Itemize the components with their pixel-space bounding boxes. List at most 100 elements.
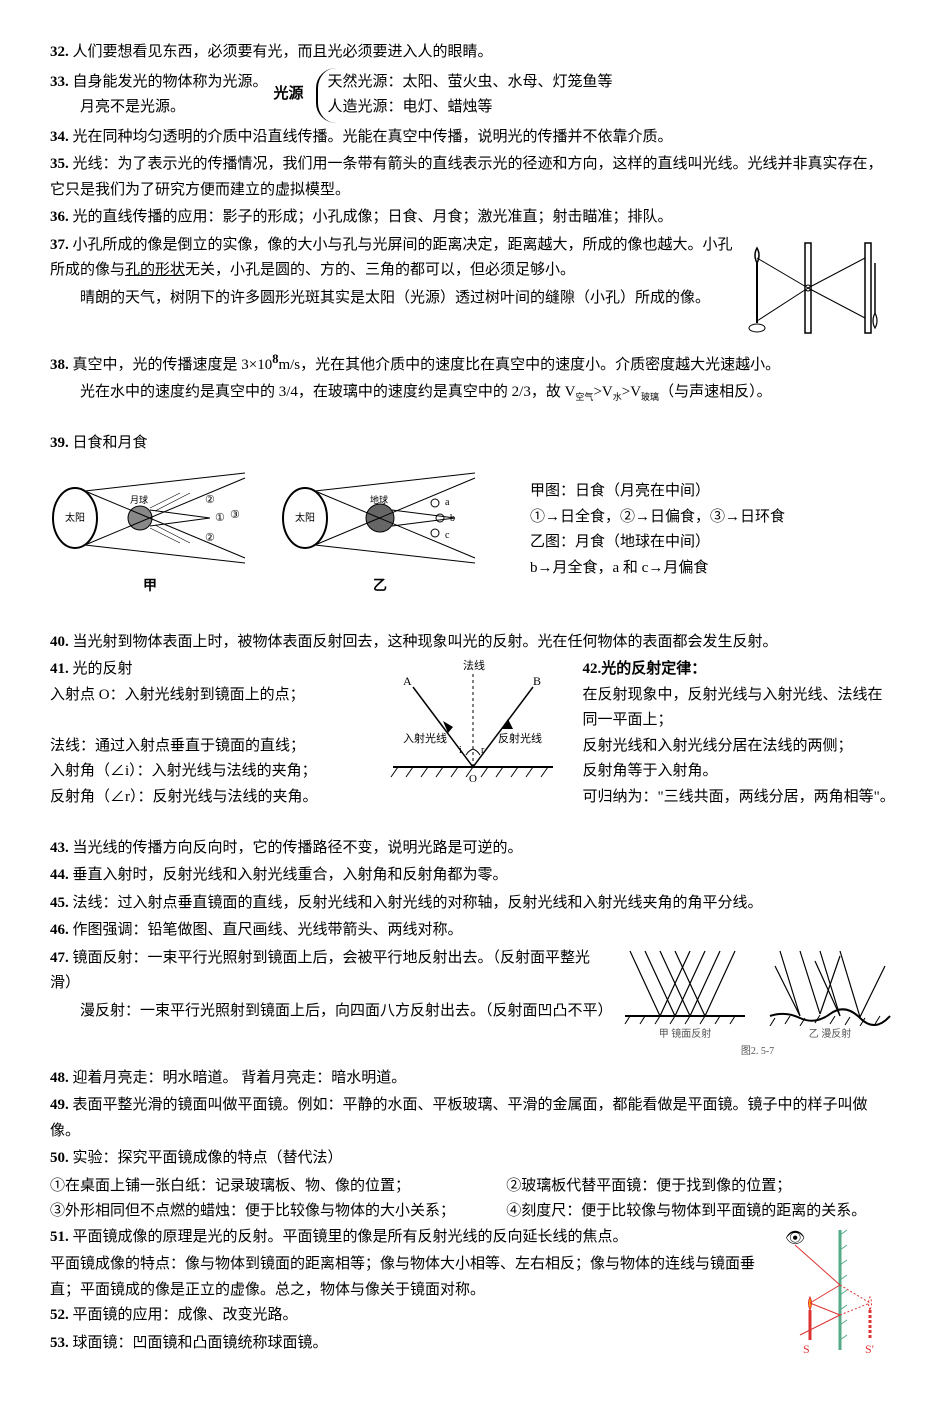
svg-text:③: ③ [230, 509, 240, 521]
text-34: 光在同种均匀透明的介质中沿直线传播。光能在真空中传播，说明光的传播并不依靠介质。 [73, 129, 673, 145]
svg-text:i: i [459, 745, 462, 756]
text-38f: （与声速相反）。 [659, 384, 772, 400]
text-38b: m/s，光在其他介质中的速度比在真空中的速度小。介质密度越大光速越小。 [278, 357, 780, 373]
fig-reflection-types: 甲 镜面反射 乙 漫反射 图2. 5-7 [620, 946, 895, 1060]
text-47b: 漫反射：一束平行光照射到镜面上后，向四面八方反射出去。（反射面凹凸不平） [80, 1003, 610, 1019]
svg-text:①: ① [215, 512, 225, 524]
item-46: 46. 作图强调：铅笔做图、直尺画线、光线带箭头、两线对称。 [50, 918, 895, 944]
text-45: 法线：过入射点垂直镜面的直线，反射光线和入射光线的对称轴，反射光线和入射光线夹角… [73, 895, 763, 911]
num-32: 32. [50, 44, 73, 60]
text-41: 光的反射 [73, 661, 133, 677]
num-34: 34. [50, 129, 73, 145]
num-42: 42.光的反射定律： [583, 661, 707, 677]
text-41-n: 法线：通过入射点垂直于镜面的直线； [50, 734, 363, 760]
item-49: 49. 表面平整光滑的镜面叫做平面镜。例如：平静的水面、平板玻璃、平滑的金属面，… [50, 1093, 895, 1144]
item-44: 44. 垂直入射时，反射光线和入射光线重合，入射角和反射角都为零。 [50, 863, 895, 889]
sub3: 玻璃 [641, 392, 659, 402]
text-47a: 镜面反射：一束平行光照射到镜面上后，会被平行地反射出去。（反射面平整光滑） [50, 950, 590, 992]
text-39: 日食和月食 [73, 435, 148, 451]
text-38c: 光在水中的速度约是真空中的 3/4，在玻璃中的速度约是真空中的 2/3，故 V [80, 384, 575, 400]
fig47-label: 图2. 5-7 [620, 1043, 895, 1060]
label-33: 光源 [274, 82, 304, 108]
text-52: 平面镜的应用：成像、改变光路。 [73, 1307, 298, 1323]
text-32: 人们要想看见东西，必须要有光，而且光必须要进入人的眼睛。 [73, 44, 493, 60]
svg-text:👁: 👁 [785, 1230, 805, 1247]
item-48: 48. 迎着月亮走：明水暗道。 背着月亮走：暗水明道。 [50, 1066, 895, 1092]
svg-text:②: ② [205, 532, 215, 544]
fig-plane-mirror: 👁 S S′ [785, 1225, 895, 1355]
num-33: 33. [50, 74, 73, 90]
fig-lunar-eclipse: 太阳 地球 a b c 乙 [280, 463, 480, 599]
text-50-3: ③外形相同但不点燃的蜡烛：便于比较像与物体的大小关系； [50, 1199, 506, 1225]
svg-text:法线: 法线 [463, 658, 485, 672]
num-50: 50. [50, 1150, 73, 1166]
item-47: 47. 镜面反射：一束平行光照射到镜面上后，会被平行地反射出去。（反射面平整光滑… [50, 946, 610, 997]
svg-text:c: c [445, 530, 450, 541]
fig-solar-eclipse: 太阳 月球 ② ① ③ ② [50, 463, 250, 599]
col-42: 42.光的反射定律： 在反射现象中，反射光线与入射光线、法线在同一平面上； 反射… [583, 657, 896, 810]
text-40: 当光射到物体表面上时，被物体表面反射回去，这种现象叫光的反射。光在任何物体的表面… [73, 634, 778, 650]
sub1: 空气 [575, 392, 593, 402]
svg-text:地球: 地球 [370, 494, 388, 505]
svg-text:b: b [450, 513, 455, 524]
legend2: ①→日全食，②→日偏食，③→日环食 [530, 505, 785, 531]
text-33-nat: 天然光源：太阳、萤火虫、水母、灯笼鱼等 [328, 70, 613, 96]
text-36: 光的直线传播的应用：影子的形成；小孔成像；日食、月食；激光准直；射击瞄准；排队。 [73, 209, 673, 225]
svg-text:太阳: 太阳 [295, 511, 315, 524]
bracket-33: 天然光源：太阳、萤火虫、水母、灯笼鱼等 人造光源：电灯、蜡烛等 [316, 68, 613, 123]
text-50-1: ①在桌面上铺一张白纸：记录玻璃板、物、像的位置； [50, 1174, 506, 1200]
num-49: 49. [50, 1097, 73, 1113]
cap2: 乙 [280, 575, 480, 599]
item-34: 34. 光在同种均匀透明的介质中沿直线传播。光能在真空中传播，说明光的传播并不依… [50, 125, 895, 151]
text-51b: 平面镜成像的特点：像与物体到镜面的距离相等；像与物体大小相等、左右相反；像与物体… [50, 1256, 755, 1298]
legend4: b→月全食，a 和 c→月偏食 [530, 556, 785, 582]
text-33a: 自身能发光的物体称为光源。 [73, 74, 268, 90]
sub2: 水 [613, 392, 622, 402]
num-53: 53. [50, 1335, 73, 1351]
text-42d: 可归纳为："三线共面，两线分居，两角相等"。 [583, 785, 896, 811]
text-41-r: 反射角（∠r）：反射光线与法线的夹角。 [50, 785, 363, 811]
text-38a: 真空中，光的传播速度是 3×10 [73, 357, 273, 373]
text-42c: 反射角等于入射角。 [583, 759, 896, 785]
svg-text:r: r [481, 745, 485, 756]
fig-reflection-law: 法线 A 入射光线 B 反射光线 i r O [373, 657, 573, 787]
svg-text:B: B [533, 674, 541, 688]
svg-text:a: a [445, 497, 450, 508]
num-51: 51. [50, 1229, 73, 1245]
svg-text:反射光线: 反射光线 [498, 731, 542, 745]
item-43: 43. 当光线的传播方向反向时，它的传播路径不变，说明光路是可逆的。 [50, 836, 895, 862]
item-50-row1: ①在桌面上铺一张白纸：记录玻璃板、物、像的位置； ②玻璃板代替平面镜：便于找到像… [50, 1174, 895, 1200]
text-38d: >V [593, 384, 612, 400]
legend3: 乙图：月食（地球在中间） [530, 530, 785, 556]
text-53: 球面镜：凹面镜和凸面镜统称球面镜。 [73, 1335, 328, 1351]
item-32: 32. 人们要想看见东西，必须要有光，而且光必须要进入人的眼睛。 [50, 40, 895, 66]
item-51b: 平面镜成像的特点：像与物体到镜面的距离相等；像与物体大小相等、左右相反；像与物体… [50, 1252, 775, 1303]
item-45: 45. 法线：过入射点垂直镜面的直线，反射光线和入射光线的对称轴，反射光线和入射… [50, 891, 895, 917]
eclipse-row: 太阳 月球 ② ① ③ ② [50, 463, 895, 599]
num-36: 36. [50, 209, 73, 225]
num-39: 39. [50, 435, 73, 451]
cap-diffuse: 乙 漫反射 [765, 1026, 895, 1043]
num-46: 46. [50, 922, 73, 938]
text-42b: 反射光线和入射光线分居在法线的两侧； [583, 734, 896, 760]
svg-text:S′: S′ [865, 1342, 875, 1355]
cap1: 甲 [50, 575, 250, 599]
item-35: 35. 光线：为了表示光的传播情况，我们用一条带有箭头的直线表示光的径迹和方向，… [50, 152, 895, 203]
item-53: 53. 球面镜：凹面镜和凸面镜统称球面镜。 [50, 1331, 895, 1357]
svg-text:S: S [803, 1342, 810, 1355]
text-33b: 月亮不是光源。 [80, 99, 185, 115]
svg-text:月球: 月球 [130, 494, 148, 505]
item-37: 37. 小孔所成的像是倒立的实像，像的大小与孔与光屏间的距离决定，距离越大，所成… [50, 233, 735, 284]
text-44: 垂直入射时，反射光线和入射光线重合，入射角和反射角都为零。 [73, 867, 508, 883]
text-37b: 无关，小孔是圆的、方的、三角的都可以，但必须足够小。 [185, 262, 575, 278]
fig-pinhole [745, 233, 895, 343]
text-51a: 平面镜成像的原理是光的反射。平面镜里的像是所有反射光线的反向延长线的焦点。 [73, 1229, 628, 1245]
item-40: 40. 当光射到物体表面上时，被物体表面反射回去，这种现象叫光的反射。光在任何物… [50, 630, 895, 656]
item-51: 51. 平面镜成像的原理是光的反射。平面镜里的像是所有反射光线的反向延长线的焦点… [50, 1225, 775, 1251]
text-50: 实验：探究平面镜成像的特点（替代法） [73, 1150, 343, 1166]
svg-text:A: A [403, 674, 412, 688]
svg-text:②: ② [205, 494, 215, 506]
sun-label: 太阳 [65, 511, 85, 524]
text-37u: 孔的形状 [125, 262, 185, 278]
item-36: 36. 光的直线传播的应用：影子的形成；小孔成像；日食、月食；激光准直；射击瞄准… [50, 205, 895, 231]
